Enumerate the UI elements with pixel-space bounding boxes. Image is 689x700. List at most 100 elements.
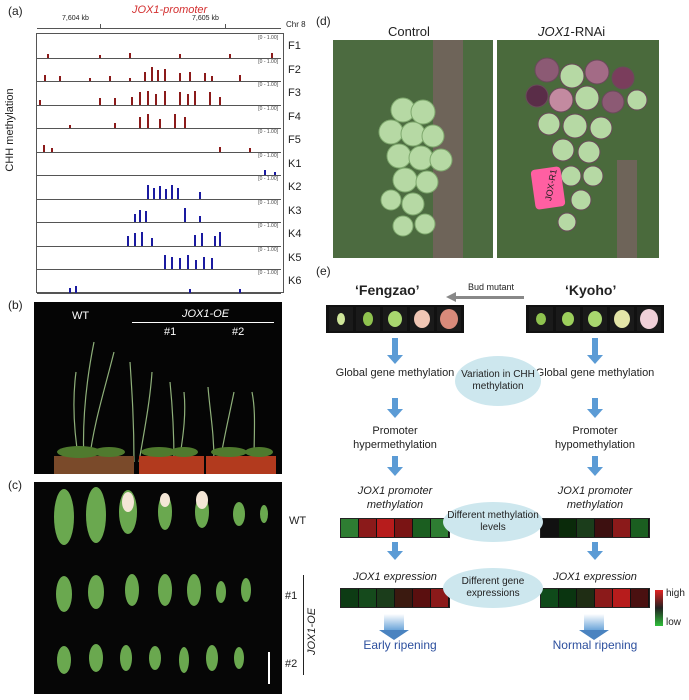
heat-cell [631, 589, 649, 607]
methylation-bar [129, 52, 131, 58]
methylation-bar [153, 187, 155, 199]
rnai-label: JOX1-RNAi [538, 24, 605, 39]
methylation-bar [203, 256, 205, 269]
methylation-bar [51, 148, 53, 152]
rnai-grapes-photo: JOX-R1 [497, 40, 659, 258]
methylation-bar [147, 114, 149, 128]
methylation-bar [189, 71, 191, 81]
track-range-label: [0 - 1.00] [258, 176, 278, 182]
methylation-bar [75, 286, 77, 293]
methylation-bar [69, 124, 71, 128]
methylation-bar [194, 234, 196, 246]
oe-bracket [132, 322, 274, 323]
methylation-bar [239, 74, 241, 81]
panel-c-wt-label: WT [289, 515, 307, 527]
right-big-arrow-shaft [584, 614, 604, 632]
coord-left: 7,604 kb [62, 15, 89, 22]
methylation-bar [139, 92, 141, 105]
left-global-methylation: Global gene methylation [335, 367, 455, 379]
heat-cell [577, 589, 595, 607]
methylation-bar [127, 236, 129, 246]
track-name-f1: F1 [288, 40, 301, 52]
methylation-bar [179, 54, 181, 58]
track-range-label: [0 - 1.00] [258, 152, 278, 159]
methylation-bar [201, 233, 203, 246]
ellipse-chh-variation: Variation in CHH methylation [455, 356, 541, 406]
methylation-bar [131, 96, 133, 105]
heat-cell [541, 519, 559, 537]
heat-cell [413, 589, 431, 607]
leaves-illustration [54, 487, 270, 684]
heat-cell [613, 519, 631, 537]
tick-left [100, 24, 101, 29]
heat-cell [341, 589, 359, 607]
coord-right: 7,605 kb [192, 15, 219, 22]
track-range-label: [0 - 1.00] [258, 199, 278, 206]
heat-cell [395, 519, 413, 537]
methylation-bar [199, 215, 201, 222]
early-ripening-label: Early ripening [363, 638, 437, 652]
panel-c-oe-label: JOX1-OE [306, 607, 318, 655]
methylation-bar [214, 236, 216, 246]
oe-label: JOX1-OE [182, 308, 230, 320]
methylation-bar [59, 76, 61, 81]
heat-cell [395, 589, 413, 607]
track-range-label: [0 - 1.00] [258, 270, 278, 276]
control-label: Control [388, 24, 430, 39]
methylation-bar [164, 255, 166, 269]
legend-low-label: low [666, 617, 682, 628]
methylation-bar [249, 148, 251, 152]
heat-cell [595, 519, 613, 537]
methylation-bar [99, 55, 101, 58]
rnai-suffix: -RNAi [570, 24, 606, 39]
track-k1: [0 - 1.00] [37, 152, 281, 176]
methylation-bar [43, 145, 45, 152]
tick-right [225, 24, 226, 29]
heat-cell [377, 519, 395, 537]
methylation-bar [177, 187, 179, 199]
track-k5: [0 - 1.00] [37, 246, 281, 270]
right-arrow-3 [587, 456, 603, 476]
track-name-k6: K6 [288, 275, 302, 287]
methylation-bar [155, 93, 157, 105]
track-k4: [0 - 1.00] [37, 222, 281, 247]
tracks-frame [36, 33, 284, 293]
methylation-bar [145, 211, 147, 222]
methylation-bar [139, 209, 141, 222]
bud-mutant-arrowhead [446, 292, 456, 302]
heat-cell [577, 519, 595, 537]
methylation-bar [144, 71, 146, 81]
methylation-bar [44, 74, 46, 81]
left-promoter-hyper: Promoter hypermethylation [353, 425, 437, 451]
left-big-arrow-shaft [384, 614, 404, 632]
heat-cell [613, 589, 631, 607]
methylation-bar [109, 76, 111, 81]
methylation-bar [209, 92, 211, 105]
heat-cell [541, 589, 559, 607]
chrom-label: Chr 8 [286, 20, 306, 29]
track-name-f5: F5 [288, 134, 301, 146]
methylation-bar [179, 258, 181, 269]
rnai-gene: JOX1 [538, 24, 571, 39]
methylation-bar [171, 184, 173, 199]
methylation-bar [271, 52, 273, 58]
heat-cell [559, 519, 577, 537]
track-range-label: [0 - 1.00] [258, 129, 278, 135]
left-arrow-4 [387, 542, 403, 560]
track-range-label: [0 - 1.00] [258, 223, 278, 229]
methylation-bar [99, 98, 101, 105]
left-jox1-expression: JOX1 expression [353, 571, 437, 583]
panel-d-label: (d) [316, 14, 331, 28]
methylation-bar [219, 96, 221, 105]
bud-mutant-arrow-shaft [454, 296, 524, 299]
control-grapes-photo [333, 40, 493, 258]
heat-cell [377, 589, 395, 607]
ellipse-methylation-levels: Different methylation levels [443, 502, 543, 542]
methylation-bar [174, 114, 176, 128]
fengzao-title: ‘Fengzao’ [355, 282, 420, 298]
methylation-bar [229, 53, 231, 58]
right-jox1-methylation: JOX1 promoter methylation [557, 485, 633, 511]
track-f1: [0 - 1.00] [37, 34, 281, 59]
track-name-f2: F2 [288, 63, 301, 76]
methylation-bar [189, 289, 191, 293]
